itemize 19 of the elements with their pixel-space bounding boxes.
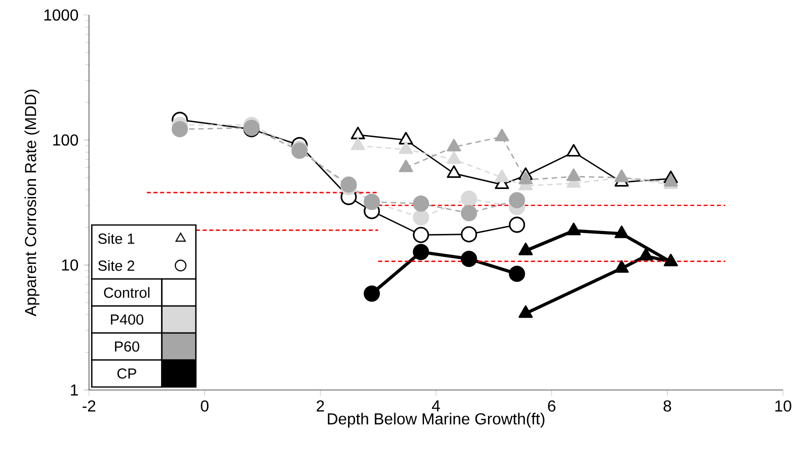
annotation: Site 2 [98, 260, 134, 271]
x-tick-label: 0 [200, 400, 208, 412]
annotation: P400 [110, 314, 144, 325]
y-tick-label: 1000 [44, 9, 78, 21]
annotation: Control [104, 287, 150, 298]
x-tick-label: 4 [432, 400, 440, 412]
x-tick-label: 8 [664, 400, 672, 412]
annotation: Site 1 [98, 233, 134, 244]
y-tick-label: 10 [62, 259, 78, 271]
x-tick-label: 2 [316, 400, 324, 412]
x-axis-title: Depth Below Marine Growth(ft) [328, 412, 544, 428]
x-tick-label: 10 [775, 400, 792, 412]
y-tick-label: 100 [53, 134, 78, 146]
x-tick-label: -2 [82, 400, 96, 412]
y-axis-title: Apparent Corrosion Rate (MDD) [24, 90, 40, 316]
annotation: CP [117, 368, 136, 379]
annotation: P60 [115, 341, 140, 352]
x-tick-label: 6 [548, 400, 556, 412]
y-tick-label: 1 [70, 384, 78, 396]
